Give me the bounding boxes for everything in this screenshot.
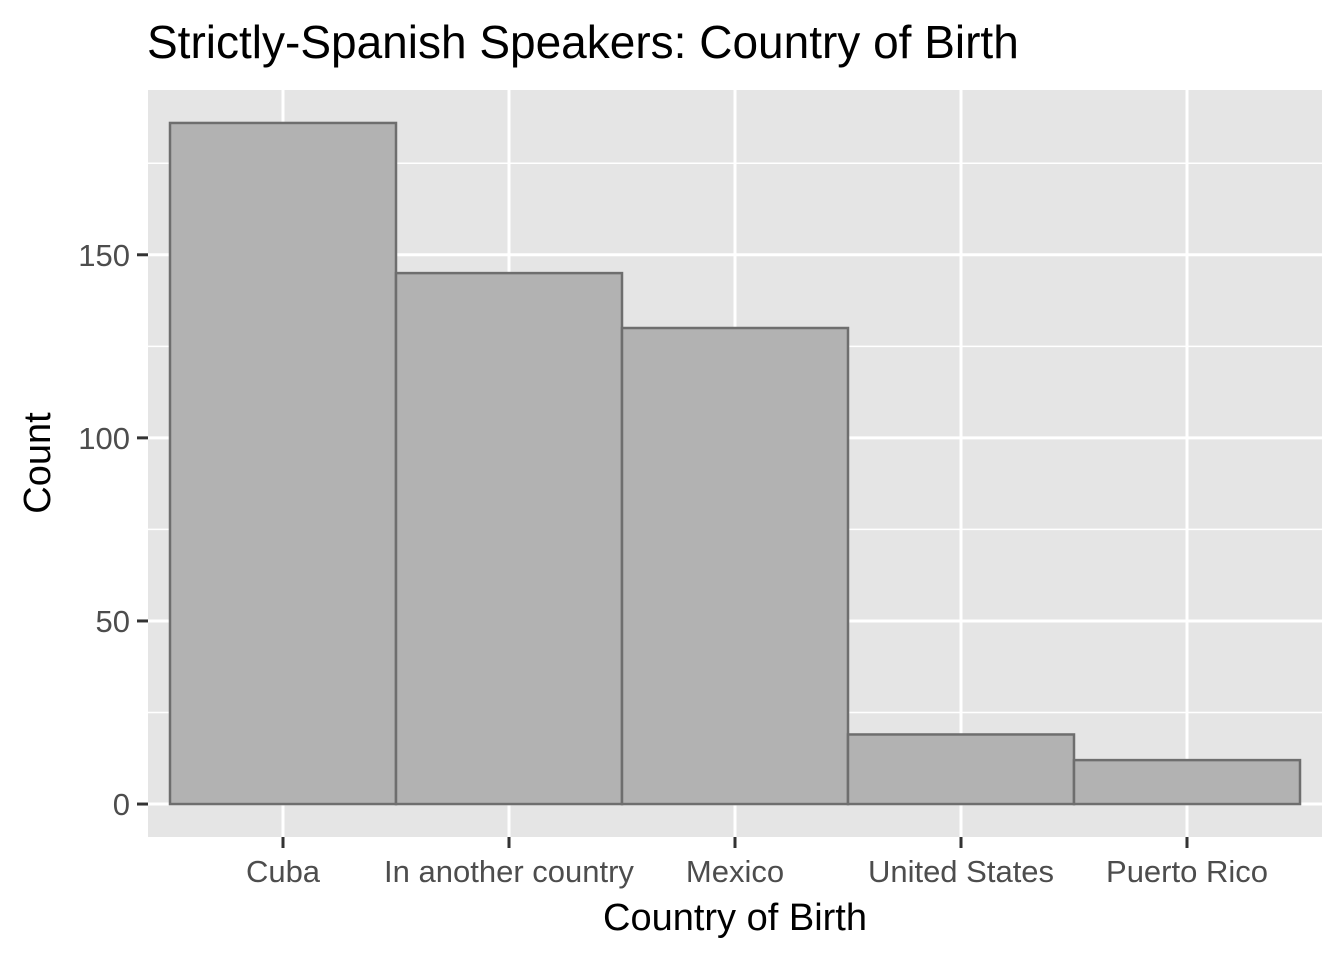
- x-axis: Cuba In another country Mexico United State…: [246, 837, 1268, 889]
- x-axis-title: Country of Birth: [603, 897, 867, 939]
- x-tick-label: Puerto Rico: [1106, 854, 1268, 889]
- y-axis-title: Count: [17, 412, 59, 514]
- y-axis: 0 50 100 150: [78, 238, 148, 822]
- x-tick-label: United States: [868, 854, 1054, 889]
- bars: [168, 121, 1302, 806]
- bar-mexico: [620, 326, 850, 806]
- bar-puerto-rico: [1072, 758, 1302, 806]
- x-tick-label: In another country: [384, 854, 634, 889]
- chart-title: Strictly-Spanish Speakers: Country of Bi…: [147, 16, 1019, 68]
- y-tick-label: 150: [78, 238, 130, 273]
- y-tick-label: 100: [78, 421, 130, 456]
- x-tick-label: Mexico: [686, 854, 784, 889]
- y-tick-label: 0: [113, 787, 130, 822]
- bar-united-states: [846, 733, 1076, 806]
- bar-cuba: [168, 121, 398, 806]
- x-tick-label: Cuba: [246, 854, 321, 889]
- bar-in-another-country: [394, 271, 624, 806]
- y-tick-label: 50: [96, 604, 130, 639]
